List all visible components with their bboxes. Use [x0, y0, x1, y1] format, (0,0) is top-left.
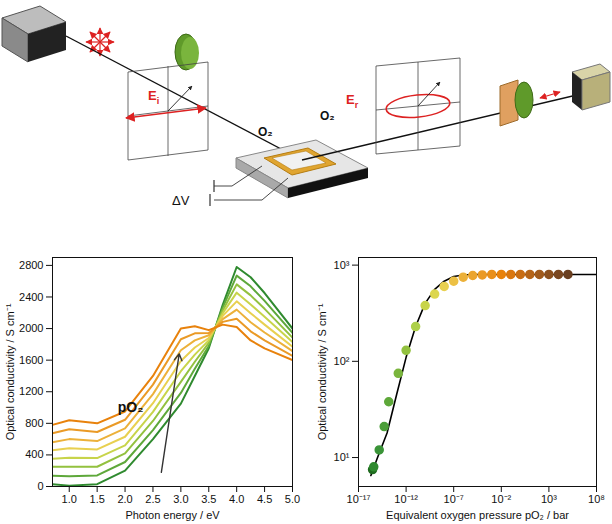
svg-text:3.5: 3.5	[201, 493, 216, 505]
svg-text:O₂: O₂	[320, 109, 335, 123]
svg-text:pO₂: pO₂	[118, 399, 144, 415]
svg-text:2800: 2800	[19, 259, 43, 271]
svg-text:Er: Er	[346, 92, 359, 110]
svg-text:10²: 10²	[334, 355, 350, 367]
svg-text:10¹: 10¹	[334, 451, 350, 463]
svg-text:4.0: 4.0	[229, 493, 244, 505]
svg-text:5.0: 5.0	[285, 493, 300, 505]
svg-text:1.5: 1.5	[90, 493, 105, 505]
svg-text:800: 800	[25, 417, 43, 429]
svg-text:3.0: 3.0	[173, 493, 188, 505]
svg-text:10⁻⁷: 10⁻⁷	[444, 493, 464, 505]
svg-text:2000: 2000	[19, 322, 43, 334]
svg-text:2.0: 2.0	[117, 493, 132, 505]
svg-text:10³: 10³	[334, 259, 350, 271]
svg-text:Photon energy / eV: Photon energy / eV	[125, 509, 220, 521]
svg-text:10⁻¹⁷: 10⁻¹⁷	[347, 493, 371, 505]
svg-text:Optical conductivity / S cm⁻¹: Optical conductivity / S cm⁻¹	[4, 303, 16, 440]
svg-text:O₂: O₂	[258, 125, 273, 139]
svg-text:1.0: 1.0	[62, 493, 77, 505]
svg-text:1200: 1200	[19, 385, 43, 397]
svg-text:0: 0	[37, 480, 43, 492]
svg-text:1600: 1600	[19, 354, 43, 366]
svg-text:10⁸: 10⁸	[588, 493, 605, 505]
svg-text:10⁻²: 10⁻²	[491, 493, 511, 505]
svg-text:2400: 2400	[19, 291, 43, 303]
svg-text:Equivalent oxygen pressure pO₂: Equivalent oxygen pressure pO₂ / bar	[386, 509, 569, 521]
svg-text:400: 400	[25, 448, 43, 460]
svg-text:ΔV: ΔV	[172, 193, 190, 208]
svg-text:Ei: Ei	[148, 88, 159, 106]
svg-text:10³: 10³	[541, 493, 557, 505]
svg-text:4.5: 4.5	[257, 493, 272, 505]
svg-text:10⁻¹²: 10⁻¹²	[394, 493, 418, 505]
svg-text:2.5: 2.5	[145, 493, 160, 505]
svg-text:Optical conductivity / S cm⁻¹: Optical conductivity / S cm⁻¹	[316, 303, 328, 440]
